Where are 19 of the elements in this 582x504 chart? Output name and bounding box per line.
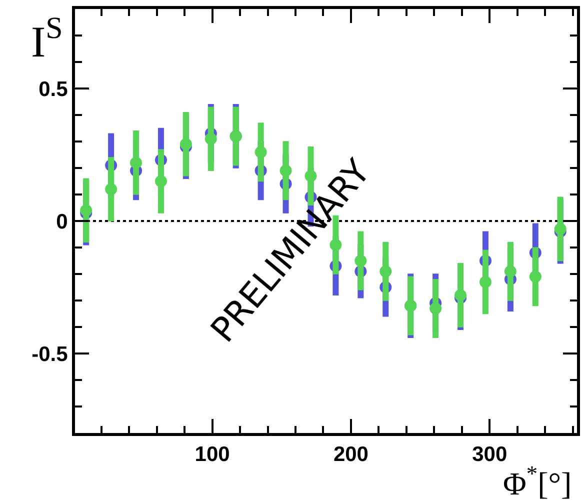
- point: [204, 132, 217, 145]
- x-tick-label: 100: [194, 443, 230, 466]
- point: [479, 276, 492, 288]
- point: [154, 175, 167, 188]
- point: [380, 265, 392, 278]
- point: [105, 183, 118, 196]
- y-axis-title: I$^{S}$: [31, 11, 63, 66]
- point: [130, 156, 142, 169]
- point: [454, 289, 467, 302]
- y-tick-label: 0.5: [38, 78, 68, 101]
- point: [180, 138, 192, 150]
- point: [529, 270, 542, 283]
- y-tick-label: 0: [56, 210, 68, 234]
- x-tick-label: 200: [333, 443, 368, 466]
- point: [504, 265, 516, 278]
- point: [554, 222, 566, 235]
- y-tick-label: -0.5: [32, 342, 68, 366]
- point: [430, 302, 442, 314]
- point: [80, 204, 92, 216]
